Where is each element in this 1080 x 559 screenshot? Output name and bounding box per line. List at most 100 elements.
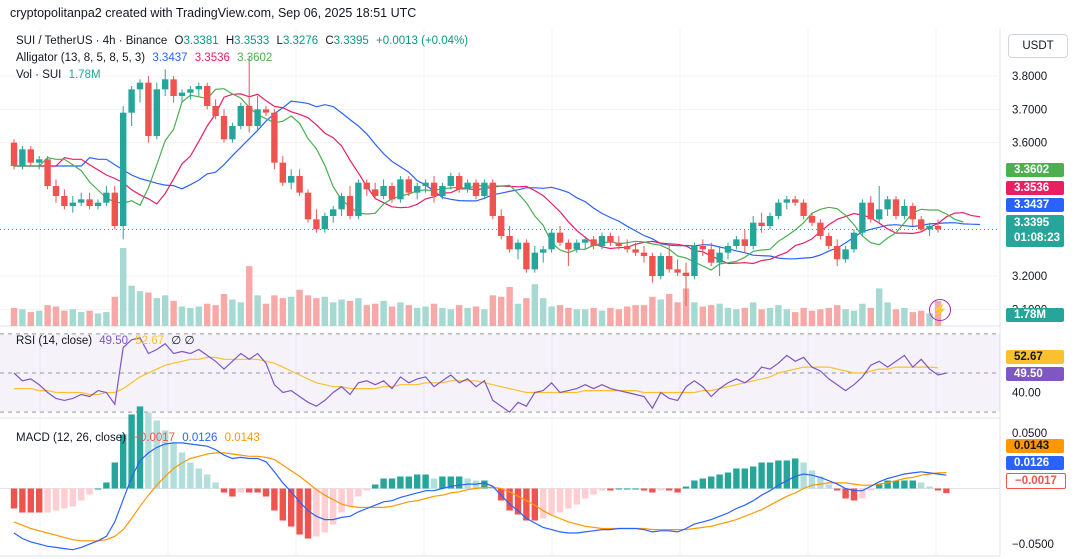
rsi-label[interactable]: RSI (14, close) xyxy=(16,335,93,347)
candle-body xyxy=(195,86,202,90)
currency-button[interactable]: USDT xyxy=(1008,34,1068,58)
candle-body xyxy=(867,202,874,220)
candle-body xyxy=(834,246,841,260)
macd-histogram-bar xyxy=(775,460,782,489)
macd-histogram-bar xyxy=(36,488,43,513)
alligator-label[interactable]: Alligator (13, 8, 5, 8, 5, 3) xyxy=(16,52,146,64)
price-tick-label: 3.8000 xyxy=(1012,71,1047,83)
symbol-label[interactable]: SUI / TetherUS · 4h · Binance xyxy=(16,35,168,47)
candle-body xyxy=(10,142,18,166)
volume-bar xyxy=(489,295,496,326)
volume-bar xyxy=(313,298,320,326)
macd-histogram-bar xyxy=(859,488,866,499)
candle-body xyxy=(489,182,496,216)
alligator-jaw-line xyxy=(14,100,981,260)
low-label: L xyxy=(276,35,283,47)
volume-bar xyxy=(439,307,446,326)
volume-bar xyxy=(338,299,345,326)
jaw-price-tag: 3.3437 xyxy=(1006,198,1064,212)
rsi-ma-value: 52.67 xyxy=(135,335,165,347)
volume-bar xyxy=(279,298,286,326)
volume-bar xyxy=(817,309,824,326)
candle-body xyxy=(422,182,429,186)
chart-attribution: cryptopolitanpa2 created with TradingVie… xyxy=(10,6,417,20)
volume-bar xyxy=(682,288,690,326)
macd-histogram-bar xyxy=(918,482,925,489)
rsi-tick-label: 40.00 xyxy=(1012,388,1041,400)
candle-body xyxy=(792,199,799,203)
macd-histogram-bar xyxy=(481,480,488,489)
candle-body xyxy=(380,186,387,196)
macd-histogram-bar xyxy=(909,480,916,489)
volume-bar xyxy=(86,310,93,326)
macd-histogram-bar xyxy=(338,488,345,513)
candle-body xyxy=(724,246,732,253)
macd-histogram-bar xyxy=(540,488,547,519)
macd-histogram-bar xyxy=(304,488,312,539)
macd-histogram-bar xyxy=(724,472,732,489)
candle-body xyxy=(540,249,547,253)
candle-body xyxy=(170,79,177,96)
volume-bar xyxy=(204,303,211,326)
volume-bar xyxy=(901,307,908,326)
macd-histogram-bar xyxy=(61,488,68,509)
candle-body xyxy=(901,206,908,216)
macd-histogram-bar xyxy=(330,488,337,525)
macd-hist-tag: −0.0017 xyxy=(1006,473,1066,489)
macd-histogram-bar xyxy=(666,488,673,491)
candle-body xyxy=(61,196,68,206)
candle-body xyxy=(237,106,244,126)
volume-bar xyxy=(456,305,463,326)
macd-label[interactable]: MACD (12, 26, close) xyxy=(16,432,126,444)
macd-histogram-bar xyxy=(414,474,421,489)
candle-body xyxy=(279,162,286,183)
macd-histogram-bar xyxy=(691,480,698,489)
volume-bar xyxy=(531,284,538,326)
macd-histogram-bar xyxy=(624,488,631,490)
macd-histogram-bar xyxy=(876,484,883,489)
candle-body xyxy=(590,239,597,246)
volume-bar xyxy=(792,312,799,326)
volume-bar xyxy=(69,309,76,326)
volume-bar xyxy=(590,307,597,326)
volume-bar xyxy=(808,310,816,326)
macd-histogram-bar xyxy=(187,462,194,489)
macd-histogram-bar xyxy=(195,468,202,489)
macd-histogram-bar xyxy=(582,488,589,499)
candle-body xyxy=(296,176,303,193)
macd-histogram-bar xyxy=(52,488,60,511)
macd-histogram-bar xyxy=(716,474,723,489)
price-tick-label: 3.7000 xyxy=(1012,104,1047,116)
volume-bar xyxy=(220,293,228,326)
macd-histogram-bar xyxy=(590,488,597,495)
volume-bar xyxy=(624,306,631,326)
macd-histogram-bar xyxy=(397,476,404,489)
volume-bar xyxy=(615,309,622,326)
macd-signal-line xyxy=(13,452,947,542)
volume-bar xyxy=(909,312,916,326)
macd-histogram-bar xyxy=(934,488,942,491)
candle-body xyxy=(808,216,816,223)
volume-bar xyxy=(859,303,866,326)
volume-bar xyxy=(355,298,362,326)
volume-bar xyxy=(304,295,312,326)
macd-histogram-bar xyxy=(741,468,748,489)
volume-bar xyxy=(414,307,421,326)
volume-bar xyxy=(430,303,438,326)
high-label: H xyxy=(225,35,235,47)
volume-label[interactable]: Vol · SUI xyxy=(16,69,62,81)
candle-body xyxy=(783,199,790,203)
macd-histogram-bar xyxy=(128,414,135,489)
candle-body xyxy=(934,226,942,230)
candle-body xyxy=(708,249,715,263)
low-value: 3.3276 xyxy=(282,35,319,47)
macd-histogram-bar xyxy=(506,488,513,511)
candle-body xyxy=(582,239,589,243)
macd-histogram-bar xyxy=(78,488,85,501)
lightning-icon[interactable]: ⚡ xyxy=(929,299,951,321)
volume-bar xyxy=(691,302,698,326)
close-label: C xyxy=(325,35,334,47)
candle-body xyxy=(86,199,93,206)
candle-body xyxy=(926,226,933,230)
